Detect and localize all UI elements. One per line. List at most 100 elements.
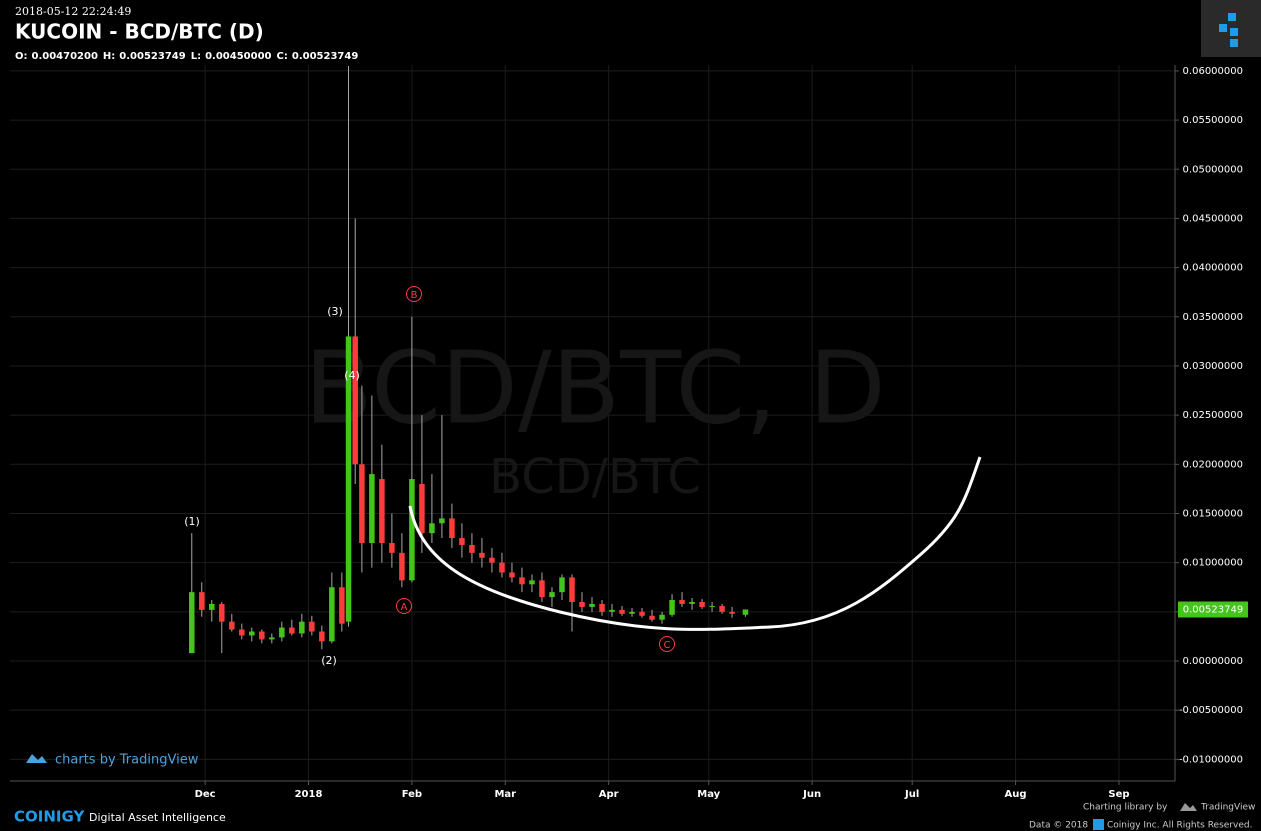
candle-body [709,605,715,607]
candle-body [229,621,235,630]
candle-body [529,580,535,585]
candle-body [729,611,735,614]
annotation-circle [406,286,422,302]
candle-body [269,637,275,640]
candle-body [639,611,645,616]
x-tick-label: Sep [1108,789,1129,800]
candle-body [449,518,455,539]
candle-body [719,605,725,612]
ohlc: O: 0.00470200 H: 0.00523749 L: 0.00450000 C: 0.… [15,51,358,62]
candle-body [299,621,305,634]
candle-body [429,523,435,534]
candle-body [459,538,465,545]
candle-body [479,552,485,558]
drawn-curve [408,456,982,631]
candle-body [439,518,445,524]
candle-body [589,603,595,607]
y-tick-label: -0.01000000 [1179,754,1243,765]
tagline: Digital Asset Intelligence [89,811,226,824]
candle-body [499,562,505,573]
title: KUCOIN - BCD/BTC (D) [15,20,264,44]
annotation: (1) [184,515,200,528]
candle-body [649,615,655,620]
candle-body [319,631,325,642]
tv-link[interactable]: charts by TradingView [55,753,199,768]
candle-body [559,577,565,593]
library-logo [1180,803,1197,811]
candle-body [609,609,615,612]
candle-body [619,609,625,614]
candle-body [369,474,375,543]
ohlc-key: O: [15,51,28,62]
y-tick-label: -0.00500000 [1179,705,1243,716]
x-tick-label: Jul [904,789,919,800]
candle-body [289,627,295,634]
y-tick-label: 0.06000000 [1183,66,1243,77]
candle-body [549,592,555,598]
last-price-box [1178,601,1248,618]
candle-body [659,614,665,620]
x-tick-label: Dec [195,789,216,800]
x-tick-label: 2018 [295,789,323,800]
candle-body [489,557,495,563]
y-tick-label: 0.05500000 [1183,115,1243,126]
candle-body [579,602,585,607]
y-tick-label: 0.02500000 [1183,410,1243,421]
candle-body [259,631,265,640]
annotation: C [664,640,671,651]
y-tick-label: 0.01500000 [1183,508,1243,519]
ohlc-key: C: [277,51,288,62]
x-tick-label: May [697,789,720,800]
library-name: TradingView [1200,803,1255,813]
ohlc-key: H: [103,51,115,62]
candle-body [399,552,405,581]
candle-body [199,592,205,610]
axes: 0.06000000 0.05500000 0.05000000 0.04500000… [195,66,1248,800]
candle-body [469,544,475,553]
y-tick-label: 0.02000000 [1183,459,1243,470]
candle-body [509,572,515,578]
annotation: (3) [327,305,343,318]
candle-body [519,577,525,585]
candle-body [359,464,365,543]
ohlc-value: 0.00450000 [205,51,271,62]
candle-body [599,603,605,612]
candle-body [389,542,395,553]
grid [10,65,1175,781]
x-tick-label: Feb [402,789,422,800]
timestamp: 2018-05-12 22:24:49 [15,5,131,18]
ohlc-value: 0.00523749 [292,51,358,62]
candle-body [209,603,215,610]
x-tick-label: Mar [494,789,516,800]
watermark: BCD/BTC, D [304,329,886,446]
x-tick-label: Aug [1005,789,1027,800]
annotation-circle [659,636,675,652]
candle-body [345,336,352,622]
candle-body [569,577,575,602]
annotation: (4) [344,369,360,382]
candle-body [279,627,285,638]
y-tick-label: 0.04000000 [1183,263,1243,274]
candle-body [219,603,225,622]
ohlc-key: L: [191,51,201,62]
y-tick-label: 0.01000000 [1183,558,1243,569]
annotation: B [411,290,418,301]
candle-body [249,631,255,636]
library: Charting library by [1083,803,1168,813]
y-tick-label: 0.05000000 [1183,164,1243,175]
candle-body [409,479,415,581]
rights: Coinigy Inc. All Rights Reserved. [1107,821,1252,831]
candle-body [352,336,358,465]
candle-body [699,602,705,607]
credit-logo [1093,819,1104,830]
brand: COINIGY [14,808,85,826]
candle-body [239,629,245,636]
candle-body [189,592,195,654]
y-tick-label: 0.03500000 [1183,312,1243,323]
x-tick-label: Apr [599,789,619,800]
annotation: (2) [321,654,337,667]
last-price-label: 0.00523749 [1183,604,1243,615]
ohlc-value: 0.00470200 [32,51,98,62]
annotation-circle [396,598,412,614]
y-tick-label: 0.03000000 [1183,361,1243,372]
